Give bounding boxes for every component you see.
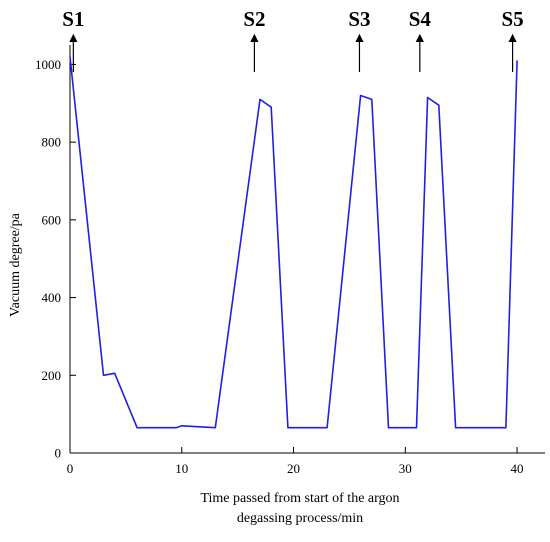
x-tick-label: 30	[399, 461, 412, 476]
x-axis-label-line-2: degassing process/min	[237, 511, 363, 526]
stage-annotations: S1 S2 S3 S4 S5	[62, 7, 524, 72]
x-tick-label: 0	[67, 461, 74, 476]
axes	[69, 45, 545, 454]
series-line	[69, 56, 518, 429]
stage-label-s5: S5	[501, 7, 523, 31]
stage-label-s2: S2	[243, 7, 265, 31]
stage-label-s3: S3	[348, 7, 370, 31]
y-tick-label: 0	[55, 446, 62, 461]
y-tick-label: 600	[42, 212, 62, 227]
x-tick-label: 20	[287, 461, 300, 476]
stage-label-s1: S1	[62, 7, 84, 31]
x-axis-label-line-1: Time passed from start of the argon	[200, 491, 399, 506]
x-tick-label: 40	[511, 461, 524, 476]
series	[69, 56, 518, 429]
y-tick-label: 800	[42, 135, 62, 150]
y-tick-label: 400	[42, 290, 62, 305]
y-tick-label: 1000	[35, 57, 61, 72]
x-tick-label: 10	[175, 461, 188, 476]
stage-label-s4: S4	[409, 7, 432, 31]
y-tick-label: 200	[42, 368, 62, 383]
y-axis-label: Vacuum degree/pa	[8, 212, 23, 317]
